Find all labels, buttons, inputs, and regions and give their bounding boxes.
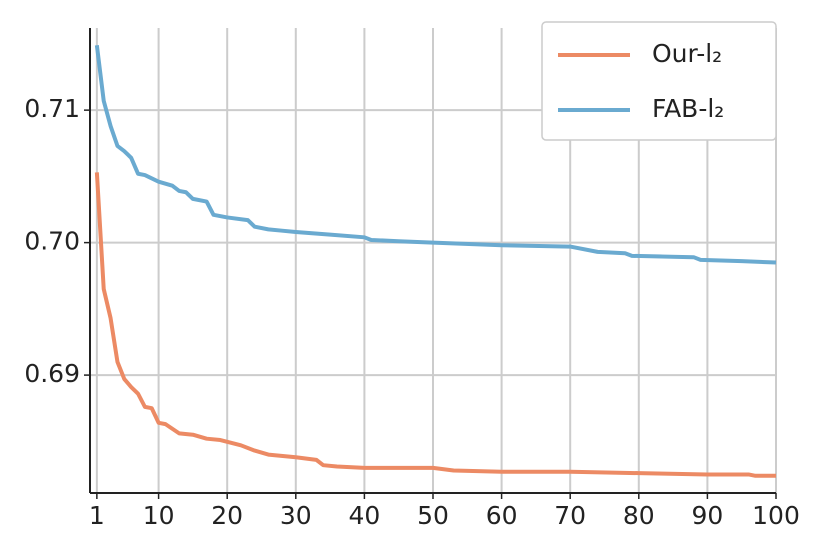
x-tick-label: 10 [143,501,175,530]
x-tick-label: 50 [417,501,449,530]
x-tick-label: 70 [554,501,586,530]
legend: Our-l₂ FAB-l₂ [541,21,777,141]
x-tick-label: 1 [89,501,105,530]
x-tick-label: 80 [623,501,655,530]
x-tick-label: 20 [211,501,243,530]
legend-label: FAB-l₂ [652,94,724,123]
x-tick-label: 100 [752,501,800,530]
y-tick-label: 0.69 [24,359,80,388]
x-tick-label: 90 [691,501,723,530]
legend-label: Our-l₂ [652,39,722,68]
x-tick-label: 40 [348,501,380,530]
data-line [94,44,777,265]
y-tick-label: 0.71 [24,94,80,123]
x-tick-label: 30 [280,501,312,530]
data-line [94,172,776,478]
y-tick-label: 0.70 [24,227,80,256]
x-tick-label: 60 [486,501,518,530]
